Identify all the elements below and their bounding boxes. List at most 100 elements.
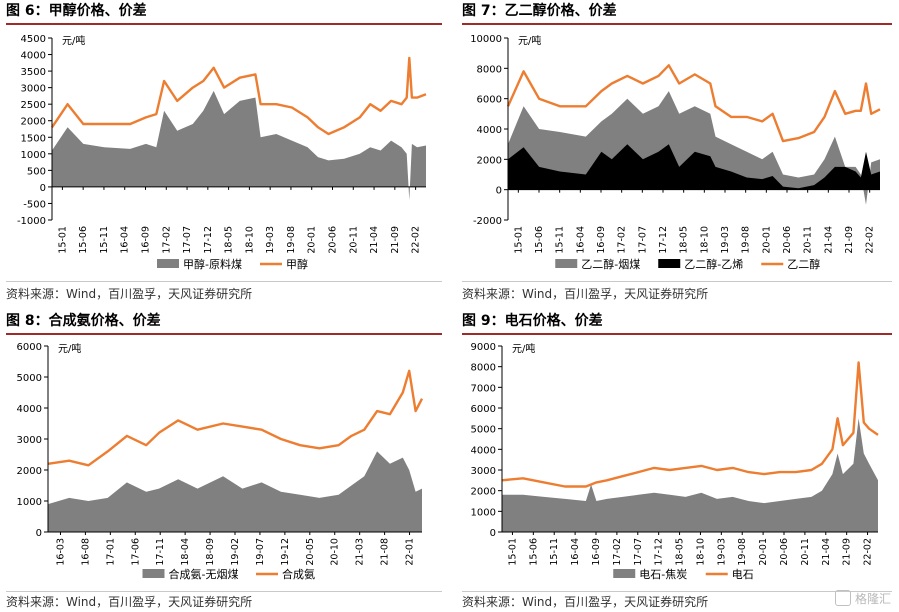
x-tick-label: 17-07 — [182, 226, 193, 254]
legend-label: 甲醇-原料煤 — [183, 257, 242, 271]
chart-svg: 9000 8000 7000 6000 5000 4000 3000 2000 1000 0 元/吨… — [471, 342, 879, 581]
x-tick-label: 22-01 — [405, 538, 416, 566]
x-tick-label: 15-01 — [513, 226, 524, 254]
legend-label: 甲醇 — [286, 257, 308, 271]
chart-svg: 4500 4000 3500 3000 2500 2000 1500 1000 500 0 -500… — [17, 34, 427, 271]
x-tick-label: 15-11 — [549, 538, 560, 566]
x-tick-label: 22-02 — [411, 226, 422, 254]
legend-swatch — [157, 259, 179, 268]
x-tick-label: 18-10 — [699, 226, 710, 254]
x-tick-label: 21-04 — [821, 538, 832, 566]
x-tick-label: 19-02 — [230, 538, 241, 566]
x-tick-label: 17-07 — [633, 538, 644, 566]
series-area — [502, 418, 878, 532]
source-rule — [462, 281, 892, 282]
legend-swatch — [142, 569, 165, 578]
chart-panel-calcium-carbide: 图 9：电石价格、价差 9000 8000 7000 6000 5000 4000 3000… — [462, 310, 894, 612]
x-tick-label: 15-01 — [57, 226, 68, 254]
y-tick-label: 4500 — [21, 34, 46, 45]
x-tick-label: 20-11 — [348, 226, 359, 254]
y-tick-label: 2000 — [477, 155, 502, 166]
x-tick-label: 16-09 — [591, 538, 602, 566]
y-tick-label: 8000 — [477, 64, 502, 75]
source-rule — [6, 281, 442, 282]
chart-title: 图 6：甲醇价格、价差 — [6, 3, 147, 19]
x-tick-label: 16-09 — [141, 226, 152, 254]
title-rule — [462, 333, 892, 335]
legend-label: 乙二醇-乙烯 — [684, 257, 743, 271]
x-tick-label: 21-03 — [355, 538, 366, 566]
y-unit-label: 元/吨 — [58, 342, 81, 355]
y-unit-label: 元/吨 — [512, 342, 535, 355]
series-area — [48, 451, 422, 532]
y-tick-label: 2000 — [17, 466, 42, 477]
x-tick-label: 18-05 — [675, 538, 686, 566]
chart-source: 资料来源：Wind，百川盈孚，天风证券研究所 — [462, 287, 709, 301]
y-tick-label: 0 — [490, 528, 496, 539]
legend-label: 电石-焦炭 — [639, 568, 687, 581]
x-tick-label: 21-09 — [844, 226, 855, 254]
y-tick-label: 5000 — [17, 373, 42, 384]
x-tick-label: 18-05 — [679, 226, 690, 254]
x-tick-label: 16-04 — [120, 226, 131, 254]
x-tick-label: 19-08 — [286, 226, 297, 254]
y-tick-label: 0 — [496, 186, 502, 197]
gelonghui-logo-icon — [834, 590, 851, 606]
series-line — [501, 361, 879, 488]
x-tick-label: 17-01 — [105, 538, 116, 566]
y-tick-label: 3000 — [471, 466, 496, 477]
series-line — [51, 56, 427, 136]
x-tick-label: 22-02 — [863, 538, 874, 566]
y-tick-label: 4000 — [471, 445, 496, 456]
chart-panel-methanol: 图 6：甲醇价格、价差 4500 4000 3500 3000 2500 2000 1500… — [6, 0, 444, 306]
y-tick-label: -1000 — [17, 216, 46, 227]
x-tick-label: 16-04 — [570, 538, 581, 566]
y-tick-label: 8000 — [471, 363, 496, 374]
y-tick-label: 2000 — [471, 487, 496, 498]
x-tick-label: 16-04 — [575, 226, 586, 254]
title-rule — [6, 333, 442, 335]
legend-swatch — [613, 569, 636, 578]
y-tick-label: 0 — [36, 528, 42, 539]
x-tick-label: 17-02 — [612, 538, 623, 566]
source-rule — [6, 591, 442, 592]
title-rule — [6, 23, 442, 25]
x-tick-label: 20-10 — [330, 538, 341, 566]
x-tick-label: 20-11 — [800, 538, 811, 566]
chart-svg: 6000 5000 4000 3000 2000 1000 0 元/吨 16-03 16-08 17… — [17, 342, 424, 581]
x-tick-label: 18-05 — [224, 226, 235, 254]
x-tick-label: 18-09 — [205, 538, 216, 566]
y-tick-label: 1000 — [471, 507, 496, 518]
legend-label: 电石 — [732, 568, 754, 581]
y-tick-label: 4000 — [17, 404, 42, 415]
watermark-text: 格隆汇 — [854, 591, 891, 606]
x-tick-label: 22-02 — [865, 226, 876, 254]
x-tick-label: 15-11 — [99, 226, 110, 254]
x-tick-label: 18-10 — [695, 538, 706, 566]
chart-panel-ammonia: 图 8：合成氨价格、价差 6000 5000 4000 3000 2000 1000 0 元/… — [6, 310, 444, 612]
x-tick-label: 20-01 — [761, 226, 772, 254]
x-tick-label: 15-01 — [507, 538, 518, 566]
y-tick-label: 500 — [27, 166, 46, 177]
x-tick-label: 19-08 — [737, 538, 748, 566]
watermark: 格隆汇 — [834, 588, 891, 608]
x-tick-label: 20-01 — [758, 538, 769, 566]
x-tick-label: 19-07 — [255, 538, 266, 566]
x-tick-label: 20-06 — [328, 226, 339, 254]
x-tick-label: 21-09 — [842, 538, 853, 566]
series-area — [508, 144, 880, 190]
chart-title: 图 9：电石价格、价差 — [462, 313, 603, 329]
chart-title: 图 7：乙二醇价格、价差 — [462, 3, 617, 19]
y-tick-label: 6000 — [471, 404, 496, 415]
x-tick-label: 15-06 — [534, 226, 545, 254]
chart-panel-ethylene-glycol: 图 7：乙二醇价格、价差 10000 8000 6000 4000 2000 0 -2000… — [462, 0, 894, 306]
y-tick-label: 4000 — [477, 125, 502, 136]
x-tick-label: 20-06 — [782, 226, 793, 254]
y-tick-label: 9000 — [471, 342, 496, 353]
series-area — [52, 90, 426, 201]
x-tick-label: 16-09 — [596, 226, 607, 254]
legend-label: 乙二醇-烟煤 — [581, 257, 640, 271]
y-tick-label: 7000 — [471, 383, 496, 394]
x-tick-label: 16-08 — [80, 538, 91, 566]
x-tick-label: 17-07 — [637, 226, 648, 254]
